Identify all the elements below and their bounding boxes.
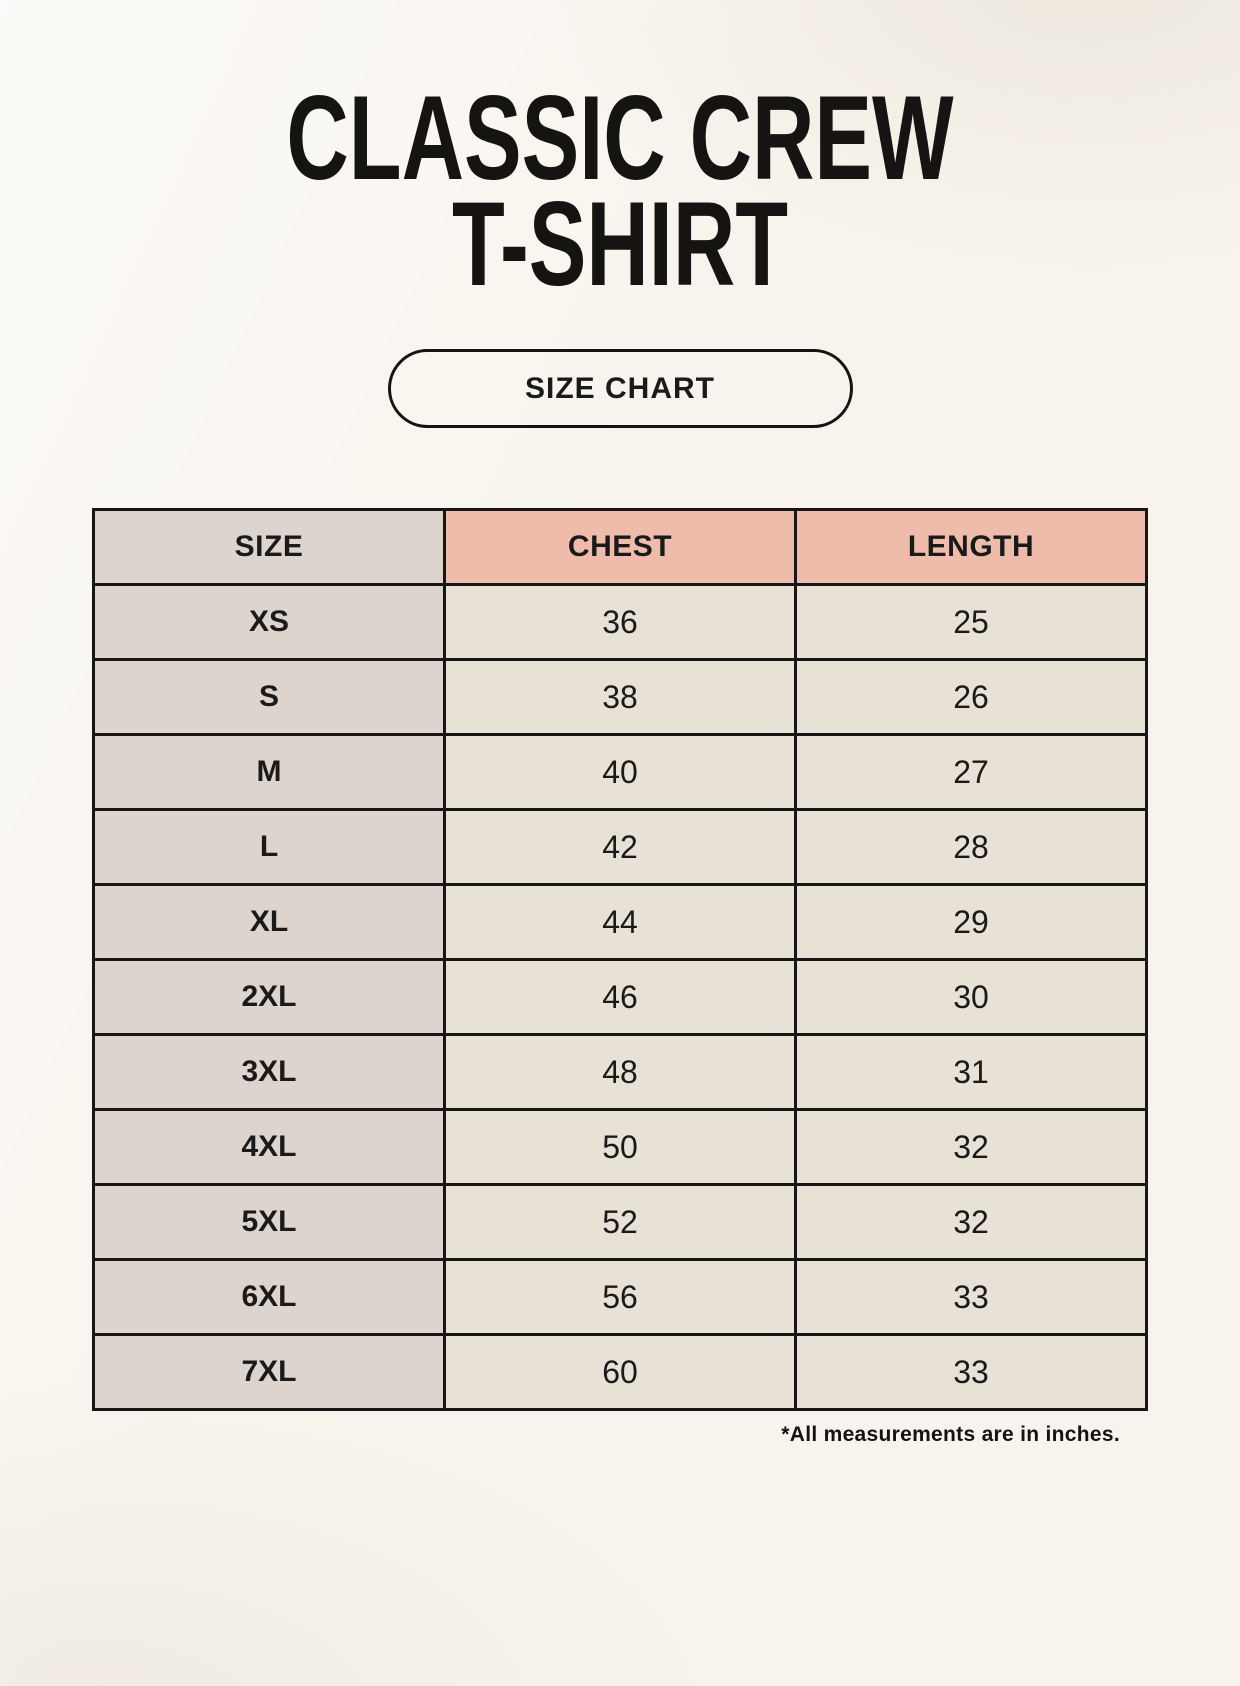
column-header-size: SIZE [92, 508, 446, 587]
measurement-value-cell: 48 [443, 1033, 797, 1112]
measurement-value-cell: 50 [443, 1108, 797, 1187]
measurement-value-cell: 46 [443, 958, 797, 1037]
size-label-cell: XL [92, 883, 446, 962]
badge-row: SIZE CHART [0, 349, 1240, 429]
size-chart-table: SIZE CHEST LENGTH XS 36 25 S 38 26 M 40 27 L 42 28 XL 4… [92, 508, 1148, 1412]
measurement-value-cell: 60 [443, 1333, 797, 1412]
column-header-chest: CHEST [443, 508, 797, 587]
table-row: S 38 26 [92, 658, 1148, 737]
measurement-value-cell: 25 [794, 583, 1148, 662]
table-row: XS 36 25 [92, 583, 1148, 662]
size-chart-badge: SIZE CHART [387, 349, 853, 429]
measurement-value-cell: 31 [794, 1033, 1148, 1112]
measurement-value-cell: 30 [794, 958, 1148, 1037]
measurement-value-cell: 29 [794, 883, 1148, 962]
page-title-line-1: CLASSIC CREW [286, 71, 954, 205]
table-row: M 40 27 [92, 733, 1148, 812]
measurements-footnote: *All measurements are in inches. [781, 1423, 1120, 1447]
table-body: XS 36 25 S 38 26 M 40 27 L 42 28 XL 44 29 2XL 46 30 3XL 48 3… [92, 583, 1148, 1412]
measurement-value-cell: 36 [443, 583, 797, 662]
measurement-value-cell: 52 [443, 1183, 797, 1262]
size-chart-table-container: SIZE CHEST LENGTH XS 36 25 S 38 26 M 40 27 L 42 28 XL 4… [92, 508, 1148, 1412]
measurement-value-cell: 42 [443, 808, 797, 887]
measurement-value-cell: 44 [443, 883, 797, 962]
table-row: 7XL 60 33 [92, 1333, 1148, 1412]
size-label-cell: 2XL [92, 958, 446, 1037]
measurement-value-cell: 38 [443, 658, 797, 737]
measurement-value-cell: 33 [794, 1258, 1148, 1337]
measurement-value-cell: 28 [794, 808, 1148, 887]
table-row: 4XL 50 32 [92, 1108, 1148, 1187]
size-label-cell: 3XL [92, 1033, 446, 1112]
size-label-cell: XS [92, 583, 446, 662]
size-label-cell: S [92, 658, 446, 737]
table-row: 6XL 56 33 [92, 1258, 1148, 1337]
table-header-row: SIZE CHEST LENGTH [92, 508, 1148, 587]
size-label-cell: 5XL [92, 1183, 446, 1262]
size-label-cell: 6XL [92, 1258, 446, 1337]
measurement-value-cell: 27 [794, 733, 1148, 812]
measurement-value-cell: 26 [794, 658, 1148, 737]
size-label-cell: M [92, 733, 446, 812]
page-title: CLASSIC CREW T-SHIRT [174, 71, 1067, 311]
table-row: L 42 28 [92, 808, 1148, 887]
measurement-value-cell: 33 [794, 1333, 1148, 1412]
measurement-value-cell: 32 [794, 1108, 1148, 1187]
column-header-length: LENGTH [794, 508, 1148, 587]
size-label-cell: L [92, 808, 446, 887]
size-chart-page: CLASSIC CREW T-SHIRT SIZE CHART SIZE CHES… [0, 71, 1240, 1447]
table-row: 5XL 52 32 [92, 1183, 1148, 1262]
size-label-cell: 7XL [92, 1333, 446, 1412]
table-row: 2XL 46 30 [92, 958, 1148, 1037]
table-row: 3XL 48 31 [92, 1033, 1148, 1112]
measurement-value-cell: 40 [443, 733, 797, 812]
measurement-value-cell: 32 [794, 1183, 1148, 1262]
page-title-line-2: T-SHIRT [452, 176, 788, 311]
size-label-cell: 4XL [92, 1108, 446, 1187]
measurement-value-cell: 56 [443, 1258, 797, 1337]
table-row: XL 44 29 [92, 883, 1148, 962]
